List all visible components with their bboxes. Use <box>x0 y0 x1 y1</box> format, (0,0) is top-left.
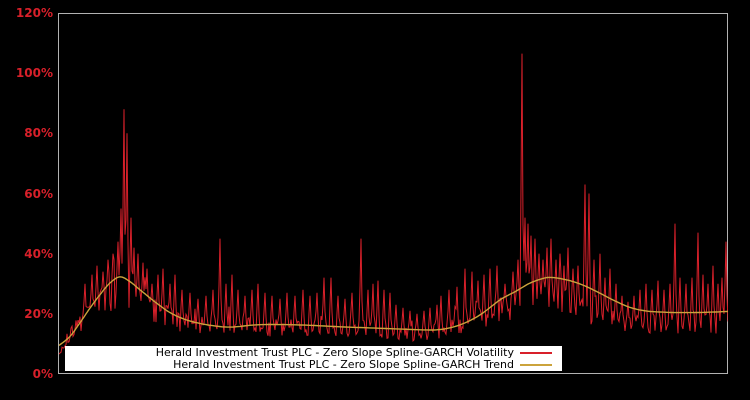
legend-entry-label: Herald Investment Trust PLC - Zero Slope… <box>173 357 514 371</box>
y-axis-tick-label: 100% <box>15 66 53 80</box>
volatility-series-line <box>59 53 728 355</box>
y-axis-tick-label: 80% <box>24 126 53 140</box>
legend-line-sample-trend <box>520 363 552 366</box>
legend-entry: Herald Investment Trust PLC - Zero Slope… <box>65 357 562 371</box>
y-axis-tick-label: 60% <box>24 187 53 201</box>
legend-entry: Herald Investment Trust PLC - Zero Slope… <box>65 345 562 359</box>
y-axis-tick-label: 0% <box>32 367 53 381</box>
trend-series-line <box>59 276 728 346</box>
y-axis-tick-label: 120% <box>15 6 53 20</box>
legend-entry-label: Herald Investment Trust PLC - Zero Slope… <box>155 345 514 359</box>
plot-frame <box>58 13 728 374</box>
y-axis-tick-label: 40% <box>24 247 53 261</box>
legend-line-sample-volatility <box>520 351 552 354</box>
y-axis-tick-label: 20% <box>24 307 53 321</box>
chart-legend: Herald Investment Trust PLC - Zero Slope… <box>65 346 562 371</box>
